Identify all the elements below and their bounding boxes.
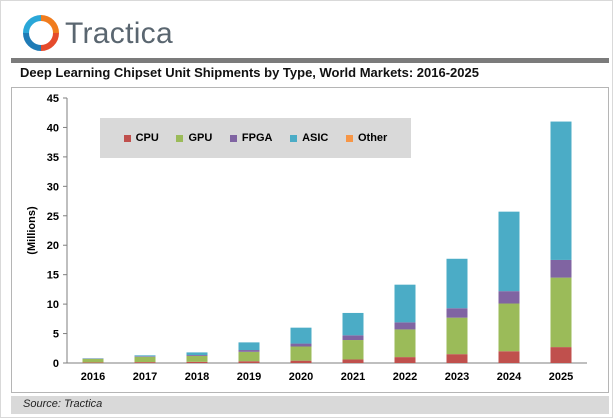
y-tick-label: 10 <box>47 299 59 311</box>
legend-item-gpu: GPU <box>176 132 212 144</box>
y-tick-label: 40 <box>47 122 59 134</box>
x-tick-label: 2023 <box>445 371 469 383</box>
bar-segment-fpga-2021 <box>343 335 364 340</box>
legend-label: CPU <box>136 132 159 144</box>
bar-segment-gpu-2018 <box>187 356 208 362</box>
bar-segment-gpu-2022 <box>395 329 416 357</box>
bar-segment-asic-2025 <box>551 122 572 260</box>
legend-item-cpu: CPU <box>124 132 159 144</box>
legend-label: ASIC <box>302 132 328 144</box>
x-tick-label: 2017 <box>133 371 157 383</box>
bar-segment-asic-2018 <box>187 352 208 355</box>
bar-segment-fpga-2025 <box>551 260 572 278</box>
bar-segment-cpu-2022 <box>395 357 416 363</box>
source-note: Source: Tractica <box>23 398 102 410</box>
x-tick-label: 2022 <box>393 371 417 383</box>
legend-swatch <box>346 135 353 142</box>
x-tick-label: 2021 <box>341 371 365 383</box>
y-tick-label: 30 <box>47 181 59 193</box>
x-tick-label: 2024 <box>497 371 522 383</box>
bar-segment-asic-2020 <box>291 328 312 344</box>
x-tick-label: 2019 <box>237 371 261 383</box>
bar-segment-asic-2019 <box>239 342 260 350</box>
x-tick-label: 2016 <box>81 371 105 383</box>
bar-segment-cpu-2020 <box>291 361 312 363</box>
x-tick-label: 2020 <box>289 371 313 383</box>
bar-segment-cpu-2021 <box>343 359 364 363</box>
legend-swatch <box>290 135 297 142</box>
bar-segment-cpu-2025 <box>551 347 572 363</box>
bar-segment-gpu-2024 <box>499 304 520 352</box>
bar-segment-cpu-2016 <box>83 362 104 363</box>
y-tick-label: 0 <box>53 358 59 370</box>
bar-segment-asic-2024 <box>499 212 520 292</box>
y-tick-label: 25 <box>47 211 59 223</box>
bar-segment-asic-2022 <box>395 285 416 323</box>
y-tick-label: 5 <box>53 329 59 341</box>
bar-segment-cpu-2024 <box>499 351 520 363</box>
bar-segment-cpu-2017 <box>135 362 156 363</box>
chart-legend: CPU GPU FPGA ASIC Other <box>100 118 411 158</box>
y-axis-title: (Millions) <box>26 206 38 255</box>
bar-segment-gpu-2019 <box>239 352 260 361</box>
bar-segment-asic-2023 <box>447 259 468 308</box>
legend-item-fpga: FPGA <box>230 132 273 144</box>
bar-segment-gpu-2016 <box>83 359 104 363</box>
legend-swatch <box>124 135 131 142</box>
source-bar: Source: Tractica <box>11 396 609 414</box>
legend-label: GPU <box>188 132 212 144</box>
bar-segment-fpga-2020 <box>291 344 312 347</box>
x-tick-label: 2025 <box>549 371 573 383</box>
bar-segment-fpga-2024 <box>499 291 520 303</box>
bar-segment-cpu-2019 <box>239 361 260 363</box>
legend-label: Other <box>358 132 387 144</box>
bar-segment-cpu-2018 <box>187 362 208 363</box>
bar-segment-fpga-2022 <box>395 322 416 329</box>
legend-item-other: Other <box>346 132 387 144</box>
x-tick-label: 2018 <box>185 371 209 383</box>
bar-segment-asic-2021 <box>343 313 364 335</box>
bar-segment-cpu-2023 <box>447 354 468 363</box>
y-tick-label: 45 <box>47 93 59 105</box>
y-tick-label: 35 <box>47 152 59 164</box>
bar-segment-gpu-2017 <box>135 357 156 362</box>
bar-segment-gpu-2021 <box>343 340 364 359</box>
bar-segment-fpga-2019 <box>239 350 260 352</box>
bar-segment-gpu-2025 <box>551 278 572 347</box>
bar-segment-asic-2017 <box>135 355 156 356</box>
bar-segment-fpga-2023 <box>447 308 468 317</box>
legend-swatch <box>176 135 183 142</box>
legend-swatch <box>230 135 237 142</box>
legend-label: FPGA <box>242 132 273 144</box>
y-tick-label: 20 <box>47 240 59 252</box>
y-tick-label: 15 <box>47 270 59 282</box>
bar-segment-gpu-2020 <box>291 347 312 361</box>
legend-item-asic: ASIC <box>290 132 328 144</box>
bar-segment-fpga-2017 <box>135 356 156 357</box>
bar-segment-fpga-2018 <box>187 355 208 356</box>
bar-segment-gpu-2023 <box>447 318 468 355</box>
